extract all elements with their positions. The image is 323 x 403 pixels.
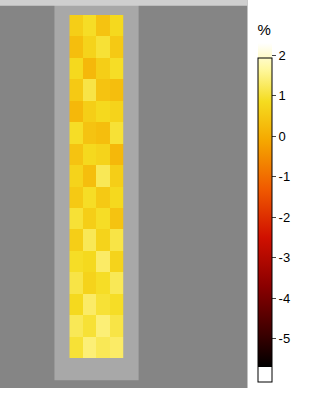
svg-text:1: 1	[279, 88, 286, 103]
svg-text:-4: -4	[279, 291, 291, 306]
svg-text:-2: -2	[279, 210, 291, 225]
svg-text:-5: -5	[279, 331, 291, 346]
svg-text:-1: -1	[279, 169, 291, 184]
svg-text:-3: -3	[279, 250, 291, 265]
svg-text:%: %	[258, 21, 271, 38]
svg-text:0: 0	[279, 129, 286, 144]
svg-text:2: 2	[279, 48, 286, 63]
